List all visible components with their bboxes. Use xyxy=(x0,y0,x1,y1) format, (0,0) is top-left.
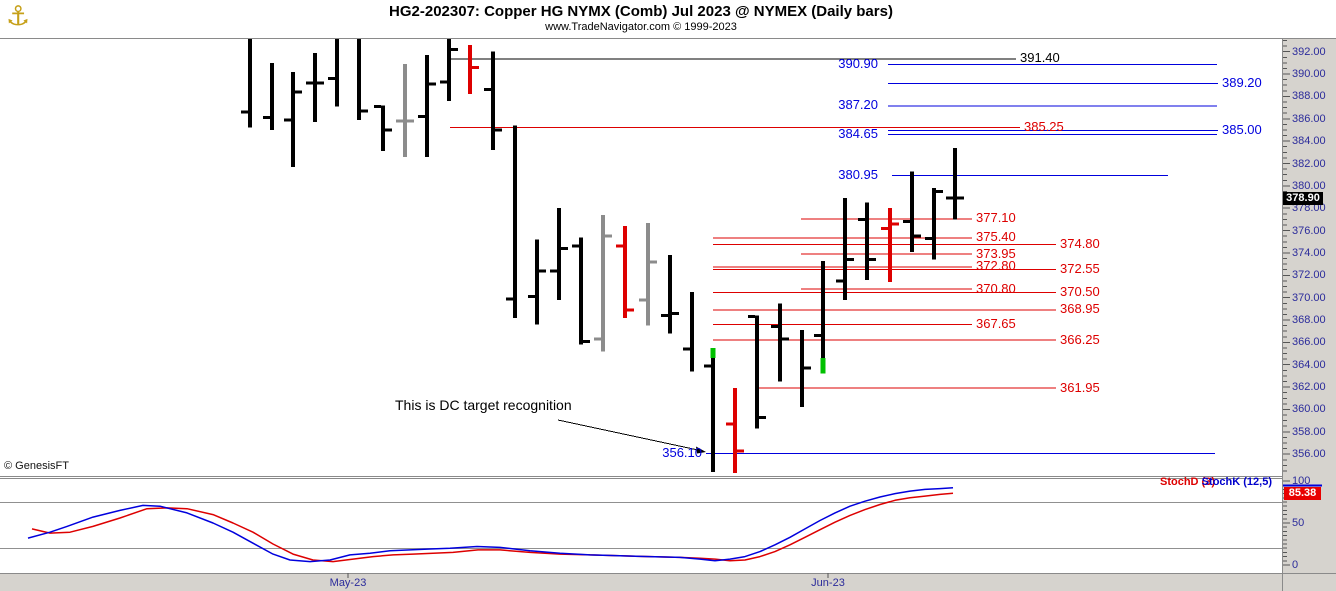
price-axis-label: 382.00 xyxy=(1292,157,1326,170)
stochd-line xyxy=(31,492,954,563)
price-axis-label: 360.00 xyxy=(1292,403,1326,416)
page-subtitle: www.TradeNavigator.com © 1999-2023 xyxy=(545,21,737,33)
price-line-label: 372.80 xyxy=(976,258,1016,274)
price-axis-label: 362.00 xyxy=(1292,381,1326,394)
stoch-value-badge: 85.38 xyxy=(1284,487,1321,500)
watermark: © GenesisFT xyxy=(4,460,69,472)
stoch-axis-label: 50 xyxy=(1292,517,1305,529)
price-axis-label: 376.00 xyxy=(1292,224,1326,237)
price-line-label: 368.95 xyxy=(1060,301,1100,317)
price-line-label: 361.95 xyxy=(1060,379,1100,395)
price-line-label: 370.80 xyxy=(976,280,1016,296)
current-price-badge: 378.90 xyxy=(1283,192,1323,205)
price-axis-label: 358.00 xyxy=(1292,425,1326,438)
price-axis-label: 390.00 xyxy=(1292,68,1326,81)
price-axis-label: 366.00 xyxy=(1292,336,1326,349)
price-line-label: 375.40 xyxy=(976,229,1016,245)
stochk-legend-label: StochK (12,5) xyxy=(1201,476,1272,488)
price-axis-label: 370.00 xyxy=(1292,291,1326,304)
price-axis-label: 368.00 xyxy=(1292,314,1326,327)
price-axis-label: 372.00 xyxy=(1292,269,1326,282)
price-line-label: 366.25 xyxy=(1060,331,1100,347)
price-line-label: 387.20 xyxy=(838,97,878,113)
price-line-label: 373.95 xyxy=(976,245,1016,261)
genesisft-logo-icon: ⚓ xyxy=(6,1,31,31)
stoch-axis-label: 100 xyxy=(1292,475,1311,487)
stochk-line xyxy=(27,486,954,563)
price-line-label: 356.10 xyxy=(662,445,702,461)
price-line-label: 377.10 xyxy=(976,210,1016,226)
x-axis-month-label: May-23 xyxy=(329,577,367,589)
price-line-label: 367.65 xyxy=(976,315,1016,331)
price-axis-label: 374.00 xyxy=(1292,246,1326,259)
annotation-text[interactable]: This is DC target recognition xyxy=(395,397,572,413)
stoch-axis-label: 0 xyxy=(1292,559,1299,571)
price-line-label: 370.50 xyxy=(1060,284,1100,300)
price-line-label: 380.95 xyxy=(838,167,878,183)
price-axis-label: 364.00 xyxy=(1292,358,1326,371)
price-line-label: 374.80 xyxy=(1060,235,1100,251)
price-line-label: 385.00 xyxy=(1222,121,1262,137)
price-axis-label: 388.00 xyxy=(1292,90,1326,103)
price-axis-label: 392.00 xyxy=(1292,45,1326,58)
x-axis-month-label: Jun-23 xyxy=(811,577,845,589)
price-line-label: 384.65 xyxy=(838,125,878,141)
price-axis-label: 386.00 xyxy=(1292,112,1326,125)
page-title: HG2-202307: Copper HG NYMX (Comb) Jul 20… xyxy=(389,3,893,20)
price-line-label: 372.55 xyxy=(1060,261,1100,277)
price-line-label: 390.90 xyxy=(838,56,878,71)
price-axis-label: 356.00 xyxy=(1292,448,1326,461)
price-line-label: 391.40 xyxy=(1020,50,1060,66)
price-axis-label: 384.00 xyxy=(1292,135,1326,148)
price-line-label: 385.25 xyxy=(1024,119,1064,135)
price-axis-label: 378.00 xyxy=(1292,202,1326,215)
price-axis-label: 380.00 xyxy=(1292,179,1326,192)
price-line-label: 389.20 xyxy=(1222,75,1262,90)
stochd-legend-label: StochD (3) xyxy=(1160,476,1215,488)
